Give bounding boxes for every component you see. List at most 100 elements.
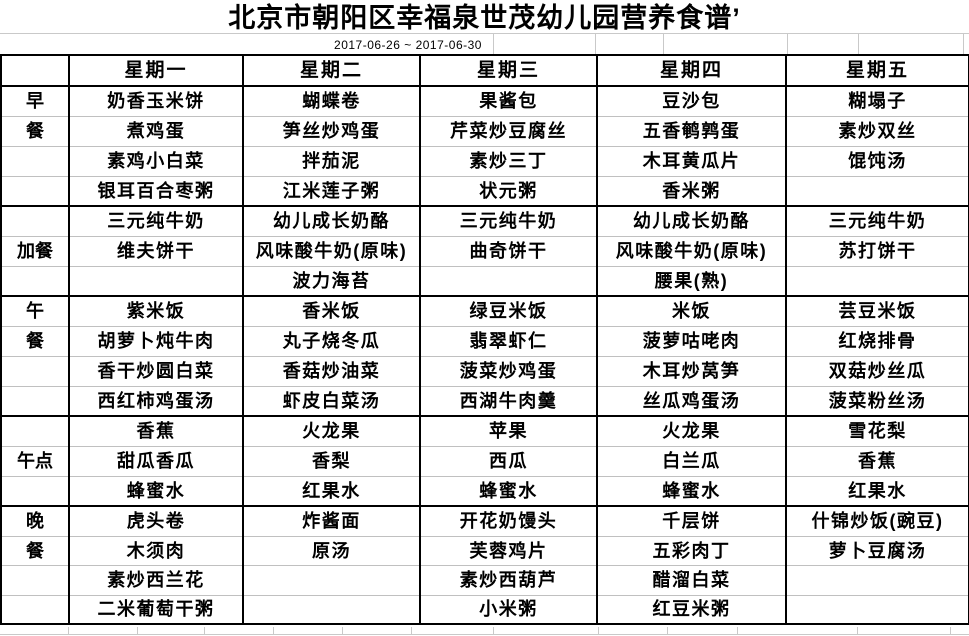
menu-cell[interactable]: 萝卜豆腐汤 — [785, 535, 969, 566]
menu-cell[interactable]: 风味酸牛奶(原味) — [596, 235, 787, 267]
menu-cell[interactable]: 千层饼 — [596, 505, 787, 537]
menu-cell[interactable]: 三元纯牛奶 — [419, 205, 598, 237]
meal-label-cell[interactable] — [0, 145, 70, 177]
menu-cell[interactable]: 菠萝咕咾肉 — [596, 325, 787, 357]
menu-cell[interactable] — [242, 564, 421, 596]
page-title[interactable]: 北京市朝阳区幸福泉世茂幼儿园营养食谱’ — [228, 3, 741, 33]
menu-cell[interactable]: 虾皮白菜汤 — [242, 385, 421, 417]
menu-cell[interactable] — [68, 265, 244, 297]
menu-cell[interactable]: 小米粥 — [419, 594, 598, 625]
meal-label-cell[interactable] — [0, 475, 70, 507]
menu-cell[interactable]: 奶香玉米饼 — [68, 85, 244, 117]
menu-cell[interactable]: 蜂蜜水 — [68, 475, 244, 507]
menu-cell[interactable]: 红果水 — [242, 475, 421, 507]
menu-cell[interactable]: 三元纯牛奶 — [68, 205, 244, 237]
day-header[interactable]: 星期一 — [68, 54, 244, 87]
menu-cell[interactable]: 香菇炒油菜 — [242, 355, 421, 387]
menu-cell[interactable]: 素炒西兰花 — [68, 564, 244, 596]
menu-cell[interactable]: 雪花梨 — [785, 415, 969, 447]
menu-cell[interactable]: 米饭 — [596, 295, 787, 327]
date-range[interactable]: 2017-06-26 ~ 2017-06-30 — [334, 38, 482, 52]
menu-cell[interactable]: 幼儿成长奶酪 — [242, 205, 421, 237]
meal-label-cell[interactable] — [0, 385, 70, 417]
menu-cell[interactable]: 波力海苔 — [242, 265, 421, 297]
menu-cell[interactable] — [242, 594, 421, 625]
menu-cell[interactable]: 双菇炒丝瓜 — [785, 355, 969, 387]
menu-cell[interactable] — [785, 564, 969, 596]
menu-cell[interactable]: 红豆米粥 — [596, 594, 787, 625]
menu-cell[interactable]: 蜂蜜水 — [596, 475, 787, 507]
day-header[interactable]: 星期二 — [242, 54, 421, 87]
menu-cell[interactable]: 香蕉 — [785, 445, 969, 477]
menu-cell[interactable]: 火龙果 — [242, 415, 421, 447]
day-header[interactable]: 星期三 — [419, 54, 598, 87]
menu-cell[interactable]: 菠菜粉丝汤 — [785, 385, 969, 417]
menu-cell[interactable]: 腰果(熟) — [596, 265, 787, 297]
menu-cell[interactable]: 拌茄泥 — [242, 145, 421, 177]
menu-cell[interactable]: 煮鸡蛋 — [68, 115, 244, 147]
menu-cell[interactable]: 木须肉 — [68, 535, 244, 566]
menu-cell[interactable] — [785, 594, 969, 625]
menu-cell[interactable]: 蝴蝶卷 — [242, 85, 421, 117]
meal-label-cell[interactable]: 午点 — [0, 445, 70, 477]
menu-cell[interactable]: 开花奶馒头 — [419, 505, 598, 537]
menu-cell[interactable]: 芸豆米饭 — [785, 295, 969, 327]
menu-cell[interactable]: 红烧排骨 — [785, 325, 969, 357]
meal-label-cell[interactable] — [0, 415, 70, 447]
menu-cell[interactable]: 苏打饼干 — [785, 235, 969, 267]
menu-cell[interactable]: 芹菜炒豆腐丝 — [419, 115, 598, 147]
meal-label-cell[interactable] — [0, 564, 70, 596]
menu-cell[interactable]: 香米粥 — [596, 175, 787, 207]
menu-cell[interactable] — [785, 175, 969, 207]
menu-cell[interactable]: 素炒西葫芦 — [419, 564, 598, 596]
day-header[interactable]: 星期五 — [785, 54, 969, 87]
menu-cell[interactable]: 炸酱面 — [242, 505, 421, 537]
meal-label-cell[interactable]: 晚 — [0, 505, 70, 537]
menu-cell[interactable]: 笋丝炒鸡蛋 — [242, 115, 421, 147]
menu-cell[interactable]: 虎头卷 — [68, 505, 244, 537]
meal-label-cell[interactable] — [0, 355, 70, 387]
menu-cell[interactable]: 胡萝卜炖牛肉 — [68, 325, 244, 357]
meal-label-cell[interactable]: 加餐 — [0, 235, 70, 267]
menu-cell[interactable]: 五香鹌鹑蛋 — [596, 115, 787, 147]
menu-cell[interactable]: 西湖牛肉羹 — [419, 385, 598, 417]
menu-cell[interactable]: 维夫饼干 — [68, 235, 244, 267]
menu-cell[interactable]: 馄饨汤 — [785, 145, 969, 177]
menu-cell[interactable]: 苹果 — [419, 415, 598, 447]
menu-cell[interactable]: 豆沙包 — [596, 85, 787, 117]
menu-cell[interactable]: 香梨 — [242, 445, 421, 477]
menu-cell[interactable]: 银耳百合枣粥 — [68, 175, 244, 207]
menu-cell[interactable] — [419, 265, 598, 297]
menu-cell[interactable]: 香米饭 — [242, 295, 421, 327]
menu-cell[interactable]: 翡翠虾仁 — [419, 325, 598, 357]
menu-cell[interactable]: 红果水 — [785, 475, 969, 507]
menu-cell[interactable]: 果酱包 — [419, 85, 598, 117]
menu-cell[interactable]: 江米莲子粥 — [242, 175, 421, 207]
menu-cell[interactable]: 西瓜 — [419, 445, 598, 477]
meal-label-cell[interactable] — [0, 594, 70, 625]
menu-cell[interactable]: 香蕉 — [68, 415, 244, 447]
day-header[interactable]: 星期四 — [596, 54, 787, 87]
menu-cell[interactable]: 木耳黄瓜片 — [596, 145, 787, 177]
menu-cell[interactable]: 火龙果 — [596, 415, 787, 447]
meal-label-cell[interactable]: 早 — [0, 85, 70, 117]
menu-cell[interactable]: 西红柿鸡蛋汤 — [68, 385, 244, 417]
menu-cell[interactable]: 丸子烧冬瓜 — [242, 325, 421, 357]
menu-cell[interactable]: 绿豆米饭 — [419, 295, 598, 327]
menu-cell[interactable]: 香干炒圆白菜 — [68, 355, 244, 387]
menu-cell[interactable]: 糊塌子 — [785, 85, 969, 117]
menu-cell[interactable]: 原汤 — [242, 535, 421, 566]
meal-label-cell[interactable]: 餐 — [0, 115, 70, 147]
meal-label-cell[interactable]: 午 — [0, 295, 70, 327]
menu-cell[interactable]: 丝瓜鸡蛋汤 — [596, 385, 787, 417]
menu-cell[interactable]: 白兰瓜 — [596, 445, 787, 477]
menu-cell[interactable]: 素炒三丁 — [419, 145, 598, 177]
meal-label-cell[interactable] — [0, 205, 70, 237]
menu-cell[interactable]: 五彩肉丁 — [596, 535, 787, 566]
menu-cell[interactable]: 三元纯牛奶 — [785, 205, 969, 237]
meal-label-cell[interactable]: 餐 — [0, 325, 70, 357]
menu-cell[interactable]: 木耳炒莴笋 — [596, 355, 787, 387]
menu-cell[interactable]: 素鸡小白菜 — [68, 145, 244, 177]
menu-cell[interactable]: 芙蓉鸡片 — [419, 535, 598, 566]
menu-cell[interactable]: 紫米饭 — [68, 295, 244, 327]
